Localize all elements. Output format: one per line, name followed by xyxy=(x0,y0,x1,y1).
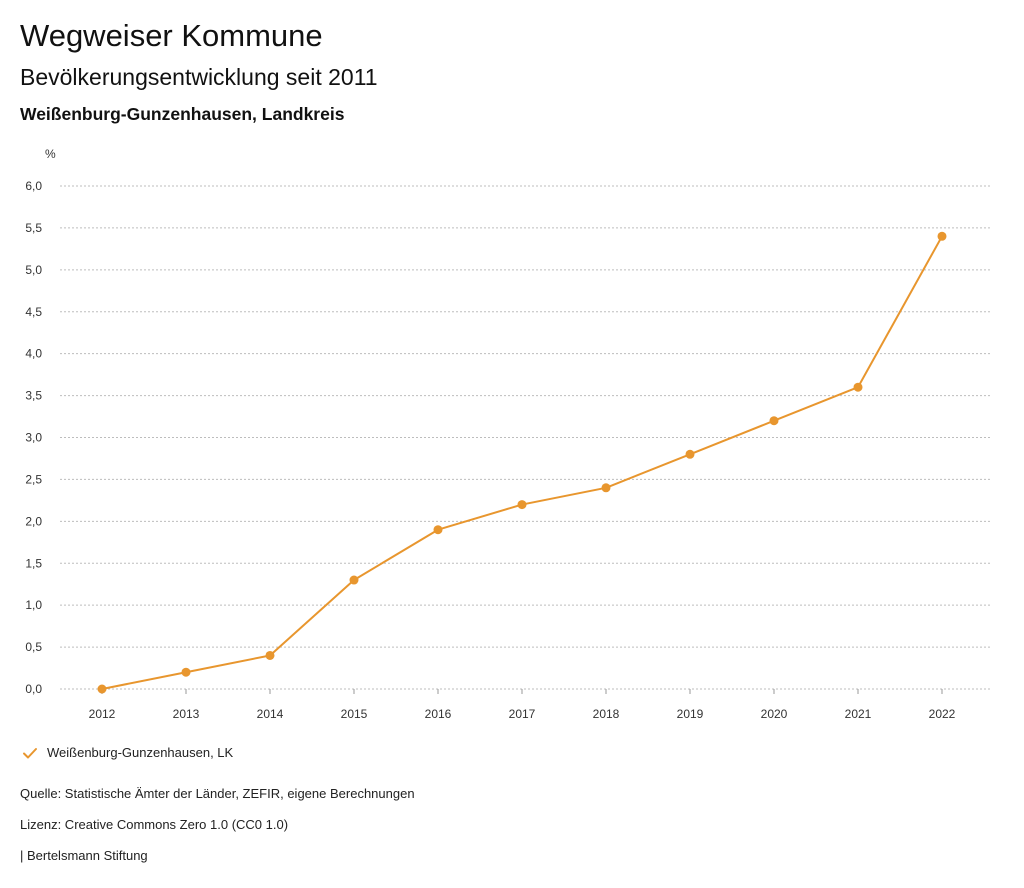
data-point[interactable] xyxy=(853,382,863,392)
legend-item[interactable]: Weißenburg-Gunzenhausen, LK xyxy=(22,745,233,760)
series-line xyxy=(101,235,943,690)
data-point[interactable] xyxy=(181,667,191,677)
data-point[interactable] xyxy=(349,575,359,585)
data-point[interactable] xyxy=(517,500,527,510)
x-tick-label: 2022 xyxy=(929,707,956,721)
data-point[interactable] xyxy=(937,231,947,241)
data-point[interactable] xyxy=(97,684,107,694)
checkmark-icon xyxy=(23,747,37,758)
grid-lines xyxy=(60,185,992,690)
data-point[interactable] xyxy=(265,650,275,660)
data-point[interactable] xyxy=(769,416,779,426)
y-tick-label: 4,5 xyxy=(25,305,42,319)
x-tick-label: 2021 xyxy=(845,707,872,721)
x-tick-label: 2017 xyxy=(509,707,536,721)
series-lines xyxy=(101,235,943,690)
y-tick-label: 2,5 xyxy=(25,472,42,486)
x-tick-label: 2018 xyxy=(593,707,620,721)
x-axis-ticks: 2012 2013 2014 2015 2016 2017 2018 2019 2020 2021… xyxy=(89,689,956,721)
y-axis-unit-label: % xyxy=(45,147,56,161)
y-tick-label: 5,5 xyxy=(25,221,42,235)
x-tick-label: 2014 xyxy=(257,707,284,721)
x-tick-label: 2015 xyxy=(341,707,368,721)
data-point[interactable] xyxy=(601,483,611,493)
y-axis-ticks: 0,0 0,5 1,0 1,5 2,0 2,5 3,0 3,5 4,0 4,5 5,0 5,5 6,0 xyxy=(25,179,42,696)
y-tick-label: 0,0 xyxy=(25,682,42,696)
y-tick-label: 3,0 xyxy=(25,431,42,445)
y-tick-label: 5,0 xyxy=(25,263,42,277)
data-point[interactable] xyxy=(433,525,443,535)
y-tick-label: 4,0 xyxy=(25,347,42,361)
x-tick-label: 2016 xyxy=(425,707,452,721)
license-note: Lizenz: Creative Commons Zero 1.0 (CC0 1… xyxy=(20,817,289,832)
x-tick-label: 2020 xyxy=(761,707,788,721)
x-tick-label: 2019 xyxy=(677,707,704,721)
region-name: Weißenburg-Gunzenhausen, Landkreis xyxy=(20,104,345,124)
y-tick-label: 1,0 xyxy=(25,598,42,612)
x-tick-label: 2013 xyxy=(173,707,200,721)
y-tick-label: 1,5 xyxy=(25,556,42,570)
x-tick-label: 2012 xyxy=(89,707,116,721)
line-chart: 0,00,51,01,52,02,53,03,54,04,55,05,56,0 … xyxy=(25,179,992,721)
source-note: Quelle: Statistische Ämter der Länder, Z… xyxy=(20,786,415,801)
y-tick-label: 0,5 xyxy=(25,640,42,654)
y-tick-label: 2,0 xyxy=(25,514,42,528)
series-points xyxy=(97,231,947,694)
y-tick-label: 3,5 xyxy=(25,389,42,403)
chart-subtitle: Bevölkerungsentwicklung seit 2011 xyxy=(20,64,378,90)
publisher-note: | Bertelsmann Stiftung xyxy=(20,848,148,863)
data-point[interactable] xyxy=(685,449,695,459)
page-title: Wegweiser Kommune xyxy=(20,18,323,53)
y-tick-label: 6,0 xyxy=(25,179,42,193)
legend-label: Weißenburg-Gunzenhausen, LK xyxy=(47,745,234,760)
